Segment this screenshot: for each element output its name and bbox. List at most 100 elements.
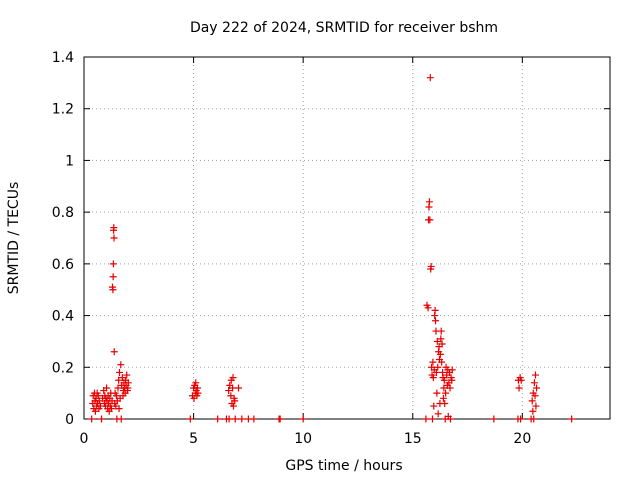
data-point [299, 415, 307, 423]
y-tick-label: 1.2 [52, 102, 74, 118]
data-point [528, 397, 536, 405]
data-point [107, 405, 115, 413]
y-tick-label: 1.4 [52, 50, 74, 66]
data-point [428, 415, 436, 423]
data-point [109, 286, 117, 294]
data-point [214, 415, 222, 423]
data-point [440, 376, 448, 384]
data-point [192, 379, 200, 387]
data-point [225, 415, 233, 423]
data-point [231, 415, 239, 423]
data-point [124, 379, 132, 387]
x-axis-label: GPS time / hours [285, 458, 402, 474]
data-point [446, 384, 454, 392]
data-point [117, 361, 125, 369]
data-point [439, 394, 447, 402]
data-point [437, 335, 445, 343]
data-point [238, 415, 246, 423]
x-tick-label: 15 [404, 431, 422, 447]
data-point [438, 358, 446, 366]
data-point [235, 384, 243, 392]
data-point [114, 384, 122, 392]
data-point [490, 415, 498, 423]
data-point [250, 415, 258, 423]
data-point [438, 340, 446, 348]
data-point [441, 399, 449, 407]
data-point [426, 216, 434, 224]
data-point [186, 415, 194, 423]
data-point [437, 327, 445, 335]
data-point [433, 389, 441, 397]
x-tick-label: 5 [189, 431, 198, 447]
data-point [429, 358, 437, 366]
y-axis-label: SRMTID / TECUs [6, 182, 22, 295]
data-point [531, 392, 539, 400]
data-point [110, 224, 118, 232]
chart-title: Day 222 of 2024, SRMTID for receiver bsh… [190, 20, 498, 36]
tick-layer: 0 5 10 15 20 0 0.2 0.4 0.6 0.8 1 1.2 1.4 [52, 50, 610, 447]
data-point [231, 397, 239, 405]
data-point [429, 374, 437, 382]
data-point [515, 384, 523, 392]
data-point [440, 384, 448, 392]
data-point [123, 371, 131, 379]
x-tick-label: 10 [294, 431, 312, 447]
data-point [431, 306, 439, 314]
data-point [109, 273, 117, 281]
data-point [112, 392, 120, 400]
y-tick-label: 1 [65, 153, 74, 169]
point-layer [88, 74, 576, 423]
data-point [194, 389, 202, 397]
data-point [422, 415, 430, 423]
y-tick-label: 0.6 [52, 257, 74, 273]
data-point [568, 415, 576, 423]
data-point [110, 348, 118, 356]
data-point [98, 415, 106, 423]
data-point [434, 410, 442, 418]
data-point [448, 376, 456, 384]
data-point [530, 379, 538, 387]
grid-layer [84, 57, 610, 419]
y-tick-label: 0.4 [52, 309, 74, 325]
x-tick-label: 20 [513, 431, 531, 447]
data-point [276, 415, 284, 423]
y-tick-label: 0.2 [52, 360, 74, 376]
y-tick-label: 0 [65, 412, 74, 428]
data-point [229, 402, 237, 410]
data-point [442, 389, 450, 397]
data-point [229, 374, 237, 382]
data-point [425, 198, 433, 206]
data-point [426, 74, 434, 82]
data-point [448, 366, 456, 374]
data-point [116, 368, 124, 376]
data-point [430, 402, 438, 410]
data-point [115, 405, 123, 413]
data-point [91, 407, 99, 415]
data-point [529, 407, 537, 415]
data-point [517, 415, 525, 423]
data-point [434, 363, 442, 371]
data-point [229, 384, 237, 392]
data-point [436, 350, 444, 358]
plot-frame [83, 56, 611, 420]
data-point [533, 384, 541, 392]
data-point [110, 234, 118, 242]
data-point [531, 371, 539, 379]
data-point [517, 376, 525, 384]
data-point [432, 317, 440, 325]
data-point [433, 337, 441, 345]
data-point [225, 387, 233, 395]
data-point [115, 376, 123, 384]
data-point [94, 392, 102, 400]
x-tick-label: 0 [80, 431, 89, 447]
data-point [109, 260, 117, 268]
data-point [532, 402, 540, 410]
y-tick-label: 0.8 [52, 205, 74, 221]
data-point [432, 368, 440, 376]
data-point [424, 304, 432, 312]
data-point [88, 415, 96, 423]
data-point [427, 262, 435, 270]
data-point [103, 384, 111, 392]
data-point [530, 415, 538, 423]
